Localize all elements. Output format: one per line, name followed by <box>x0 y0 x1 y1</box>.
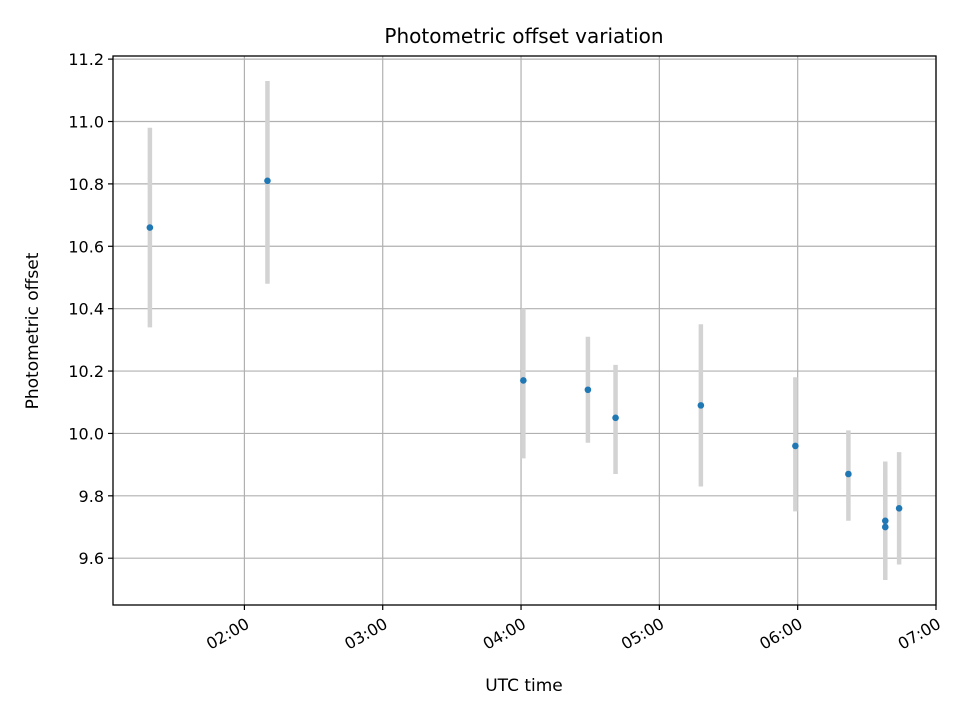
data-points <box>146 177 903 531</box>
y-tick-label: 9.6 <box>79 549 104 568</box>
x-tick-label: 04:00 <box>480 614 529 654</box>
data-point <box>612 414 619 422</box>
data-point <box>881 523 889 531</box>
data-point <box>845 470 852 478</box>
x-tick-label: 06:00 <box>756 614 805 654</box>
data-point <box>881 517 889 525</box>
y-tick-label: 11.2 <box>68 50 104 69</box>
x-axis-label: UTC time <box>485 676 563 696</box>
chart-title: Photometric offset variation <box>384 24 663 48</box>
y-tick-label: 10.2 <box>68 362 104 381</box>
y-axis-label: Photometric offset <box>23 252 43 409</box>
plot-frame <box>112 55 937 606</box>
data-point <box>584 386 592 394</box>
y-tick-label: 10.4 <box>68 300 104 319</box>
y-tick-label: 10.6 <box>68 237 104 256</box>
error-bars <box>147 80 902 581</box>
x-tick-label: 07:00 <box>895 614 944 654</box>
y-tick-label: 10.0 <box>68 424 104 443</box>
y-tick-label: 10.8 <box>68 175 104 194</box>
data-point <box>792 442 799 450</box>
x-tick-label: 03:00 <box>341 614 390 654</box>
data-point <box>520 377 527 384</box>
data-point <box>697 402 705 409</box>
data-point <box>264 177 271 185</box>
data-point <box>895 505 903 512</box>
x-tick-label: 05:00 <box>618 614 667 654</box>
x-axis: 02:00 03:00 04:00 05:00 06:00 07:00 <box>203 605 944 654</box>
data-point <box>146 224 154 231</box>
y-tick-label: 9.8 <box>79 487 104 506</box>
y-tick-label: 11.0 <box>68 113 104 132</box>
y-axis: 9.6 9.8 10.0 10.2 10.4 10.6 10.8 11.0 11.2 <box>68 50 113 568</box>
x-tick-label: 02:00 <box>203 614 252 654</box>
